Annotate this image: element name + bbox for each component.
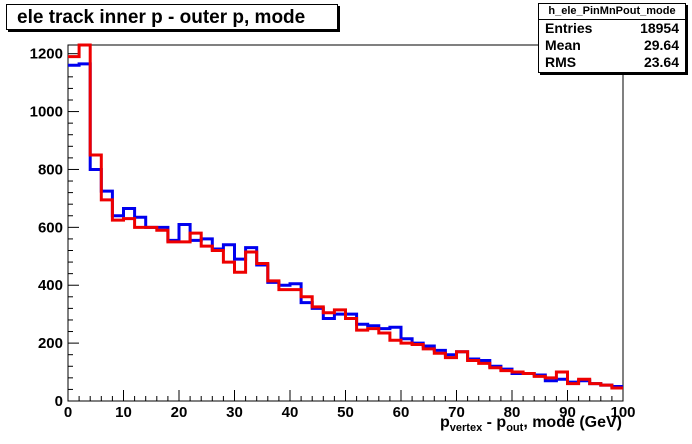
- y-tick-label: 200: [38, 335, 63, 352]
- x-tick-label: 50: [337, 404, 354, 421]
- x-tick-label: 0: [64, 404, 72, 421]
- stats-label: Mean: [545, 37, 581, 53]
- x-label-p: p: [440, 414, 450, 431]
- stats-box: h_ele_PinMnPout_mode Entries 18954 Mean …: [538, 3, 686, 73]
- y-tick-label: 800: [38, 161, 63, 178]
- chart-title: ele track inner p - outer p, mode: [6, 4, 338, 30]
- stats-label: RMS: [545, 54, 577, 70]
- stats-label: Entries: [545, 20, 593, 36]
- x-tick-label: 70: [448, 404, 465, 421]
- x-label-dash: - p: [482, 414, 507, 431]
- x-tick-label: 30: [226, 404, 243, 421]
- stats-value: 29.64: [643, 37, 679, 53]
- x-tick-label: 10: [115, 404, 132, 421]
- stats-value: 18954: [640, 20, 679, 36]
- x-tick-label: 100: [610, 404, 635, 421]
- stats-row-rms: RMS 23.64: [539, 54, 685, 71]
- y-tick-label: 0: [55, 393, 63, 410]
- y-tick-label: 600: [38, 219, 63, 236]
- x-label-sub-out: out: [506, 422, 524, 435]
- x-tick-label: 60: [393, 404, 410, 421]
- axes: 0 10 20 30 40 50 60 70 80 90 100020040060080010001…: [30, 46, 636, 421]
- stats-value: 23.64: [643, 54, 679, 70]
- plot-frame: [67, 44, 624, 402]
- x-label-sub-vertex: vertex: [449, 422, 483, 435]
- x-tick-label: 20: [171, 404, 188, 421]
- x-label-rest: , mode (GeV): [523, 414, 622, 431]
- y-tick-label: 1000: [30, 104, 63, 121]
- series-red-line: [68, 43, 623, 390]
- stats-histogram-name: h_ele_PinMnPout_mode: [539, 4, 685, 20]
- x-tick-label: 90: [559, 404, 576, 421]
- y-tick-label: 400: [38, 277, 63, 294]
- series-layer: [68, 43, 623, 390]
- x-tick-label: 80: [504, 404, 521, 421]
- stats-row-entries: Entries 18954: [539, 20, 685, 37]
- y-tick-label: 1200: [30, 46, 63, 63]
- stats-row-mean: Mean 29.64: [539, 37, 685, 54]
- x-tick-label: 40: [282, 404, 299, 421]
- x-axis-label: pvertex - pout, mode (GeV): [440, 414, 622, 434]
